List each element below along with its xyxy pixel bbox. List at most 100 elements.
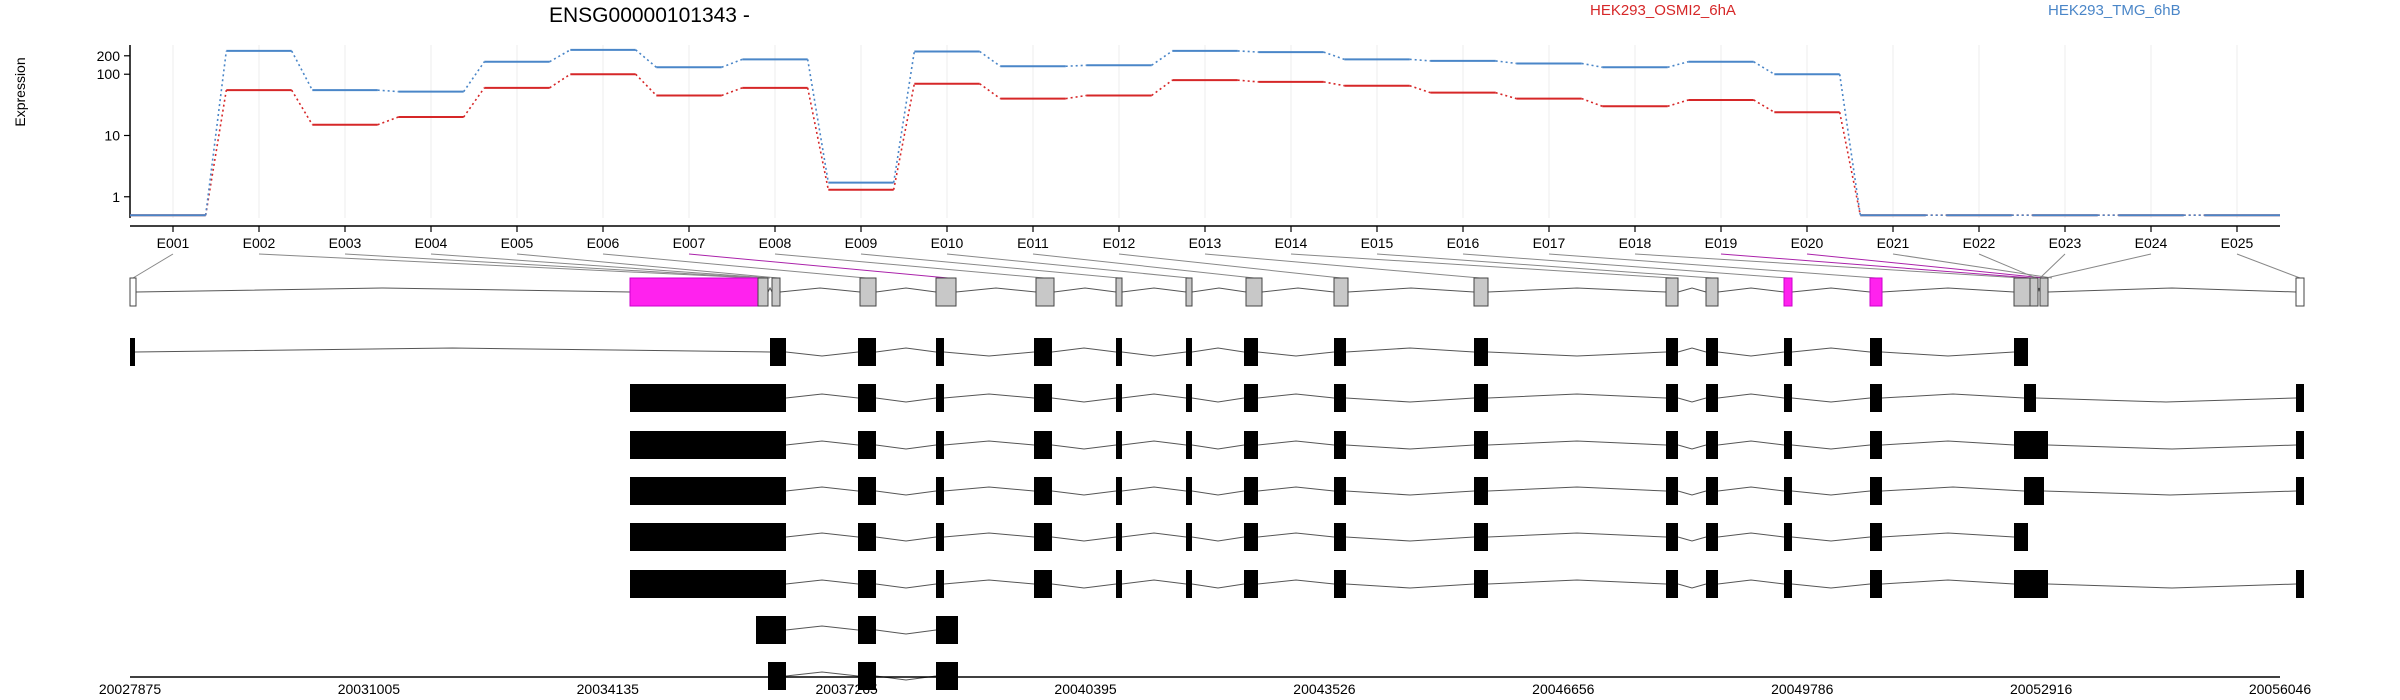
- transcript-intron: [1677, 444, 1707, 450]
- series-connector: [892, 83, 916, 190]
- exon-connector: [1290, 253, 1673, 279]
- transcript-intron: [1717, 532, 1785, 538]
- highlighted-exon: [1783, 277, 1793, 307]
- transcript-exon: [1784, 338, 1792, 366]
- transcript-intron: [134, 347, 771, 353]
- transcript-intron: [2043, 490, 2297, 496]
- transcript-intron: [1345, 536, 1475, 542]
- transcript-intron: [1717, 579, 1785, 585]
- series-lines: [130, 48, 2280, 217]
- transcript-intron: [1677, 397, 1707, 403]
- transcript-intron: [1121, 440, 1187, 446]
- transcript-models: [130, 338, 2304, 690]
- transcript-exon: [1784, 477, 1792, 505]
- intron-line: [1347, 287, 1475, 293]
- intron-line: [1053, 287, 1117, 293]
- series-connector: [1581, 97, 1603, 108]
- exon-connector: [1118, 253, 1342, 279]
- exon-axis: E001 E002 E003 E004 E005 E006 E007 E008 E009 E010…: [130, 225, 2280, 251]
- transcript-exon: [1666, 384, 1678, 412]
- transcript-exon: [1706, 523, 1718, 551]
- transcript-exon: [2024, 384, 2036, 412]
- transcript-exon: [1186, 338, 1192, 366]
- series-connector: [1581, 62, 1603, 69]
- transcript-exon: [1244, 338, 1258, 366]
- exon-connector: [1634, 253, 2023, 279]
- transcript-exon: [1666, 338, 1678, 366]
- exon-box: [1185, 277, 1193, 307]
- series-connector: [290, 50, 314, 91]
- y-axis: 1 10 100 200: [97, 45, 131, 218]
- transcript-exon: [1034, 477, 1052, 505]
- transcript-intron: [1121, 486, 1187, 492]
- exon-connector: [2236, 253, 2301, 279]
- exon-connector: [602, 253, 867, 279]
- series-connector: [463, 61, 485, 93]
- y-tick-label: 100: [97, 66, 121, 82]
- transcript-exon: [936, 338, 944, 366]
- transcript-exon: [1244, 570, 1258, 598]
- series-connector: [1323, 81, 1345, 87]
- transcript-exon: [2014, 338, 2028, 366]
- genomic-tick-label: 20049786: [1771, 681, 1834, 697]
- transcript-intron: [1677, 490, 1707, 496]
- transcript-exon: [2014, 431, 2048, 459]
- transcript-exon: [1784, 384, 1792, 412]
- transcript-exon: [1870, 523, 1882, 551]
- transcript-intron: [1677, 583, 1707, 589]
- x-tick-label: E004: [415, 235, 448, 251]
- series-connector: [549, 49, 571, 63]
- transcript-exon: [1706, 338, 1718, 366]
- intron-line: [767, 286, 773, 293]
- series-connector: [377, 89, 399, 93]
- exon-connector: [946, 253, 1190, 279]
- intron-line: [1677, 287, 1707, 293]
- transcript-exon: [2024, 477, 2044, 505]
- transcript-exon: [1334, 477, 1346, 505]
- transcript-intron: [785, 625, 859, 631]
- exon-box: [1333, 277, 1349, 307]
- transcript-intron: [2047, 583, 2297, 589]
- exon-connector: [860, 253, 1120, 279]
- exon-connector: [430, 253, 771, 279]
- x-tick-label: E019: [1705, 235, 1738, 251]
- x-tick-label: E001: [157, 235, 190, 251]
- transcript-exon: [756, 616, 786, 644]
- genomic-tick-label: 20040395: [1054, 681, 1117, 697]
- transcript-intron: [1257, 486, 1335, 492]
- series-connector: [806, 87, 830, 190]
- series-connector: [1667, 99, 1689, 108]
- transcript-intron: [1791, 536, 1871, 542]
- exon-box: [1705, 277, 1719, 307]
- transcript-intron: [1257, 440, 1335, 446]
- transcript-intron: [1717, 440, 1785, 446]
- exon-connector: [2039, 253, 2066, 279]
- transcript-intron: [1881, 440, 2015, 446]
- exon-box: [2013, 277, 2031, 307]
- series-connector: [1753, 99, 1775, 113]
- exon-connector: [344, 253, 764, 279]
- exon-connector: [774, 253, 1045, 279]
- transcript-exon: [1116, 477, 1122, 505]
- transcript-exon: [768, 662, 786, 690]
- transcript-exon: [936, 662, 958, 690]
- x-tick-label: E020: [1791, 235, 1824, 251]
- transcript-exon: [1186, 570, 1192, 598]
- genomic-tick-label: 20031005: [338, 681, 401, 697]
- series-connector: [721, 87, 743, 97]
- transcript-exon: [1116, 431, 1122, 459]
- transcript-exon: [936, 477, 944, 505]
- series-connector: [1065, 64, 1087, 68]
- intron-line: [1791, 287, 1871, 293]
- series-connector: [1237, 79, 1259, 83]
- transcript-intron: [1257, 532, 1335, 538]
- transcript-exon: [1474, 384, 1488, 412]
- transcript-exon: [858, 384, 876, 412]
- transcript-exon: [1244, 384, 1258, 412]
- intron-line: [1881, 287, 2015, 293]
- x-tick-label: E006: [587, 235, 620, 251]
- transcript-intron: [1881, 351, 2015, 357]
- transcript-intron: [875, 397, 937, 403]
- x-tick-label: E007: [673, 235, 706, 251]
- transcript-intron: [1121, 351, 1187, 357]
